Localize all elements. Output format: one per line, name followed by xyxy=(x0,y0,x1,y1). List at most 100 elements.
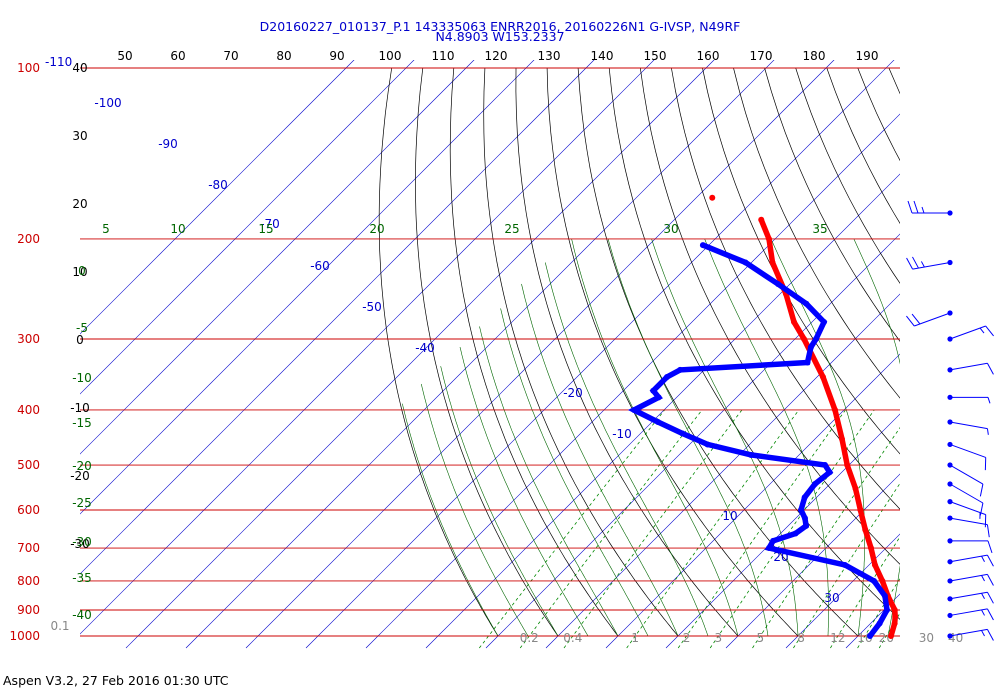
dry-adiabat-line xyxy=(702,67,900,455)
moist-adiabat-line xyxy=(651,238,799,637)
wind-barb-flag xyxy=(986,524,990,538)
wind-barb-staff xyxy=(949,421,988,430)
dry-adiabat-line xyxy=(920,68,1000,636)
mixing-ratio-line xyxy=(709,409,875,649)
moist-adiabat-label: 0 xyxy=(78,264,86,278)
wind-barb-half-flag xyxy=(981,555,985,562)
top-axis-tick: 80 xyxy=(276,49,291,63)
temperature-point xyxy=(871,562,878,569)
isotherm-line xyxy=(545,293,900,649)
dewpoint-point xyxy=(804,359,811,366)
wind-barb-dot xyxy=(947,559,953,565)
dewpoint-point xyxy=(871,577,878,584)
wind-barb-staff xyxy=(949,501,986,516)
wind-barb-dot xyxy=(947,462,953,468)
dewpoint-point xyxy=(883,607,890,614)
moist-adiabat-label: 35 xyxy=(812,222,827,236)
isotherm-line xyxy=(906,55,1000,648)
wind-barb-half-flag xyxy=(981,575,985,582)
moist-adiabat-line xyxy=(704,238,829,636)
wind-barb-staff xyxy=(949,591,988,600)
moist-adiabat-label: -35 xyxy=(72,571,92,585)
wind-barb-half-flag xyxy=(981,593,985,600)
pressure-label: 400 xyxy=(17,403,40,417)
wind-barb-dot xyxy=(947,499,953,505)
isotherm-label: -10 xyxy=(612,427,632,441)
wind-barb-half-flag xyxy=(979,327,985,334)
dewpoint-point xyxy=(803,300,810,307)
moist-adiabat-line xyxy=(421,383,529,637)
moist-adiabat-line xyxy=(918,239,966,636)
mixing-ratio-label: 12 xyxy=(830,631,845,645)
dewpoint-point xyxy=(663,374,670,381)
temperature-point xyxy=(879,577,886,584)
temperature-point xyxy=(891,620,898,627)
dewpoint-point xyxy=(699,242,706,249)
wind-barb-staff xyxy=(949,362,988,371)
pressure-label: 200 xyxy=(17,232,40,246)
wind-barb-dot xyxy=(947,441,953,448)
isotherm-line xyxy=(425,173,900,649)
isotherm-line xyxy=(365,113,900,649)
dry-adiabat-line xyxy=(449,67,619,637)
left-axis-number: 20 xyxy=(72,197,87,211)
isotherm-label: -100 xyxy=(94,96,121,110)
wind-barb-flag xyxy=(979,483,984,497)
mixing-ratio-label: 30 xyxy=(919,631,934,645)
wind-barb-dot xyxy=(947,367,953,373)
top-axis-tick: 180 xyxy=(803,49,826,63)
dewpoint-point xyxy=(826,469,833,476)
moist-adiabat-label: -20 xyxy=(72,459,92,473)
dewpoint-point xyxy=(801,494,808,501)
dewpoint-point xyxy=(821,462,828,469)
dry-adiabat-line xyxy=(826,67,900,224)
dewpoint-point xyxy=(841,562,848,569)
dewpoint-point xyxy=(812,336,819,343)
isotherm-label: -60 xyxy=(310,259,330,273)
wind-barb-flag xyxy=(912,256,919,269)
temperature-point xyxy=(888,633,894,639)
dewpoint-point xyxy=(807,344,814,351)
wind-barb-dot xyxy=(947,538,953,544)
isotherm-label: -40 xyxy=(415,341,435,355)
dewpoint-point xyxy=(765,545,772,552)
left-axis-number: 30 xyxy=(72,129,87,143)
temperature-point xyxy=(838,436,845,443)
wind-barb-staff xyxy=(949,628,988,637)
temperature-point xyxy=(862,526,869,533)
top-axis-tick: 120 xyxy=(485,49,508,63)
wind-barb-staff xyxy=(949,608,988,616)
temperature-point xyxy=(867,545,874,552)
wind-barb-dot xyxy=(947,210,953,216)
wind-barb-flag xyxy=(986,574,994,586)
moist-adiabat-label: -30 xyxy=(72,535,92,549)
wind-barb-half-flag xyxy=(986,428,989,435)
dry-adiabat-line xyxy=(608,67,900,620)
wind-barb-half-flag xyxy=(920,261,925,268)
isotherm-line xyxy=(80,60,415,395)
header-line1: D20160227_010137_P.1 143335063 ENRR2016,… xyxy=(260,19,741,34)
wind-barb-staff xyxy=(912,262,951,270)
temperature-point xyxy=(852,485,859,492)
wind-barb-flag xyxy=(911,313,921,325)
mixing-ratio-label: 2 xyxy=(683,631,691,645)
pressure-label: 500 xyxy=(17,458,40,472)
top-axis-tick: 50 xyxy=(117,49,132,63)
wind-barb-staff xyxy=(949,517,988,526)
pressure-label: 300 xyxy=(17,332,40,346)
wind-barb-staff xyxy=(914,312,951,327)
dry-adiabat-line xyxy=(951,68,1000,636)
temperature-trace xyxy=(758,218,898,637)
temperature-point xyxy=(791,318,798,325)
isotherm-line xyxy=(80,60,475,455)
moist-adiabat-label: -25 xyxy=(72,496,92,510)
left-axis-number: 10 xyxy=(72,265,87,279)
left-axis-number: -20 xyxy=(70,469,90,483)
isotherm-line xyxy=(605,353,900,649)
wind-barb-dot xyxy=(947,310,953,316)
pressure-label: 100 xyxy=(17,61,40,75)
isotherm-line xyxy=(185,60,775,649)
isotherm-label: -50 xyxy=(362,300,382,314)
wind-barb-flag xyxy=(986,608,994,621)
